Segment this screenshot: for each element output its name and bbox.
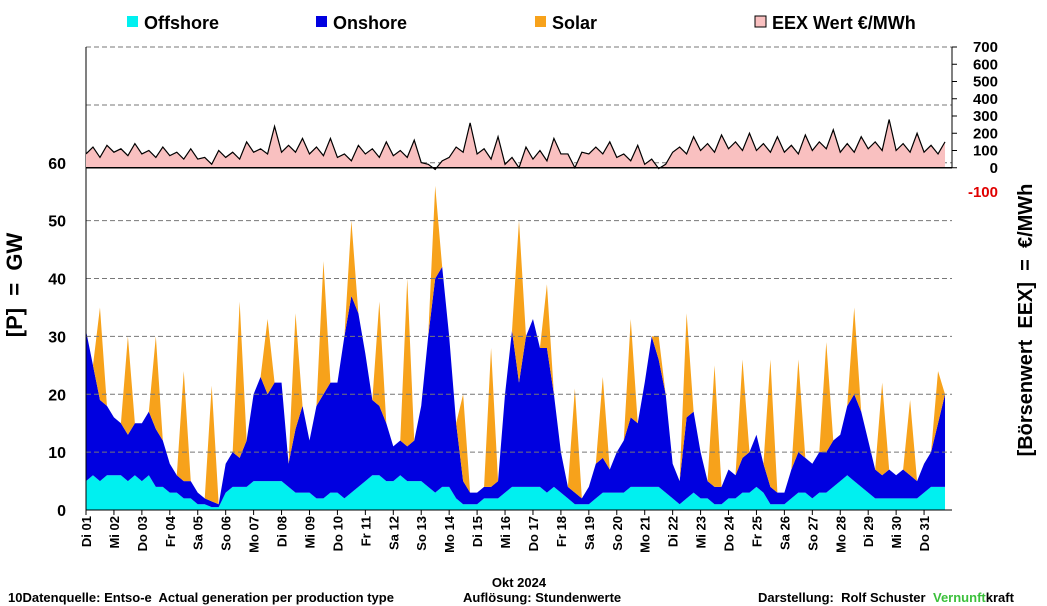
legend-swatch <box>754 15 767 28</box>
y2-tick-label: 600 <box>973 56 998 73</box>
x-tick-label: Do 17 <box>526 516 541 551</box>
x-tick-label: Fr 04 <box>163 515 178 547</box>
x-axis-label: Okt 2024 <box>492 575 547 590</box>
x-tick-label: Sa 26 <box>777 516 792 550</box>
legend-swatch <box>316 16 327 27</box>
legend-label: Offshore <box>144 13 219 33</box>
x-tick-label: Do 24 <box>722 515 737 551</box>
area-2 <box>86 185 946 505</box>
y2-tick-label: 400 <box>973 91 998 108</box>
y-tick-label: 50 <box>48 214 66 231</box>
x-tick-label: Mo 28 <box>833 516 848 553</box>
y2-tick-label: 500 <box>973 74 998 91</box>
x-tick-label: Fr 25 <box>749 516 764 547</box>
price-area <box>86 119 946 170</box>
x-tick-label: Mo 07 <box>247 516 262 553</box>
area-1 <box>86 266 946 508</box>
y-axis-label: [P] = GW <box>2 233 27 338</box>
y-tick-label: 60 <box>48 156 66 173</box>
x-tick-label: Di 08 <box>275 516 290 547</box>
x-tick-label: Di 15 <box>470 516 485 547</box>
legend-swatch <box>535 16 546 27</box>
x-tick-label: Mo 14 <box>442 515 457 553</box>
x-tick-label: Fr 11 <box>358 516 373 546</box>
x-tick-label: So 20 <box>610 516 625 551</box>
legend-label: Solar <box>552 13 597 33</box>
brand: Vernunftkraft <box>933 590 1015 605</box>
y2-tick-label: 200 <box>973 125 998 142</box>
x-tick-label: So 06 <box>219 516 234 551</box>
y2-tick-label: 300 <box>973 108 998 125</box>
x-tick-label: Sa 12 <box>386 516 401 550</box>
x-tick-label: Mi 02 <box>107 516 122 549</box>
y-tick-label: 10 <box>48 445 66 462</box>
legend-label: Onshore <box>333 13 407 33</box>
x-tick-label: Sa 19 <box>582 516 597 550</box>
x-tick-label: Do 10 <box>330 516 345 551</box>
y-tick-label: 30 <box>48 329 66 346</box>
x-tick-label: Mi 16 <box>498 516 513 549</box>
x-tick-label: Do 03 <box>135 516 150 551</box>
y-tick-label: 40 <box>48 272 66 289</box>
x-tick-label: Mi 30 <box>889 516 904 549</box>
y-tick-label: 0 <box>57 503 66 520</box>
x-tick-label: Mo 21 <box>638 516 653 553</box>
x-tick-label: Sa 05 <box>191 516 206 550</box>
x-tick-label: Di 01 <box>79 516 94 547</box>
x-tick-label: Do 31 <box>917 516 932 551</box>
source: 10Datenquelle: Entso-e Actual generation… <box>8 590 394 605</box>
author: Darstellung: Rolf Schuster <box>758 590 926 605</box>
y-tick-label: 20 <box>48 387 66 404</box>
x-tick-label: So 13 <box>414 516 429 551</box>
brand-a: Vernunft <box>933 590 986 605</box>
y2-tick-label: 0 <box>990 160 998 177</box>
x-tick-label: Di 22 <box>666 516 681 547</box>
area-0 <box>86 475 946 510</box>
price-line <box>85 119 946 171</box>
resolution: Auflösung: Stundenwerte <box>463 590 621 605</box>
y2-tick-label: -100 <box>968 184 998 201</box>
x-tick-label: So 27 <box>805 516 820 551</box>
x-tick-label: Mi 23 <box>694 516 709 549</box>
y2-axis-label: [Börsenwert EEX] = €/MWh <box>1015 184 1037 457</box>
y2-tick-label: 700 <box>973 39 998 56</box>
x-tick-label: Fr 18 <box>554 516 569 547</box>
legend-label: EEX Wert €/MWh <box>772 13 916 33</box>
x-tick-label: Mi 09 <box>302 516 317 549</box>
legend-swatch <box>127 16 138 27</box>
y2-tick-label: 100 <box>973 143 998 160</box>
brand-b: kraft <box>986 590 1015 605</box>
x-tick-label: Di 29 <box>861 516 876 547</box>
